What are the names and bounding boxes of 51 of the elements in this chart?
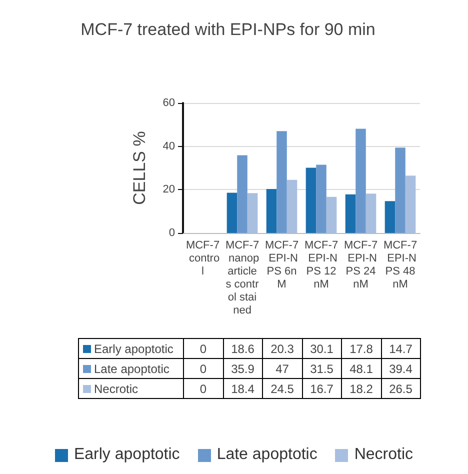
- data-label: 16.7: [302, 378, 342, 398]
- data-label: 48.1: [342, 358, 381, 378]
- y-tick-label: 40: [162, 140, 175, 152]
- bar: [247, 193, 258, 233]
- text: Necrotic: [354, 446, 414, 463]
- legend-label: Late apoptotic: [94, 362, 170, 376]
- data-label: 0: [184, 378, 223, 398]
- bar: [345, 194, 356, 233]
- data-label: 31.5: [302, 358, 342, 378]
- data-label: 14.7: [381, 338, 420, 358]
- chart-title: MCF-7 treated with EPI-NPs for 90 min: [80, 20, 376, 39]
- data-label: 24.5: [262, 378, 302, 398]
- bar: [237, 155, 248, 233]
- bar: [405, 176, 416, 233]
- data-label: 20.3: [262, 338, 302, 358]
- bar: [395, 148, 406, 233]
- text: Early apoptotic: [74, 446, 180, 463]
- bar: [326, 196, 337, 233]
- data-label: 18.6: [223, 338, 262, 358]
- legend-label: Necrotic: [94, 382, 138, 396]
- data-label: 35.9: [223, 358, 262, 378]
- data-label: 39.4: [381, 358, 420, 378]
- bar: [276, 131, 287, 233]
- y-axis-title: CELLS %: [130, 131, 149, 205]
- data-label: 30.1: [302, 338, 342, 358]
- y-tick-label: 60: [162, 97, 175, 109]
- data-label: 0: [184, 338, 223, 358]
- bar: [366, 194, 376, 233]
- x-tick-label: MCF-7 EPI-NPS 6nM: [264, 240, 299, 290]
- legend-label: Early apoptotic: [94, 342, 174, 356]
- bar: [384, 201, 396, 233]
- data-label: 18.2: [342, 378, 381, 398]
- data-label: 17.8: [342, 338, 381, 358]
- text: Late apoptotic: [216, 446, 318, 463]
- data-label: 47: [262, 358, 302, 378]
- data-label: 0: [184, 358, 223, 378]
- data-label: 18.4: [223, 378, 262, 398]
- x-tick-label: MCF-7 control: [186, 240, 220, 278]
- bar: [306, 168, 316, 233]
- y-tick-label: 20: [162, 184, 175, 196]
- x-tick-label: MCF-7 EPI-NPS 12nM: [304, 240, 338, 290]
- bar: [226, 192, 238, 233]
- bar: [356, 128, 366, 233]
- y-tick-label: 0: [168, 227, 175, 239]
- x-tick-label: MCF-7 nanoparticles control stained: [225, 240, 260, 316]
- bar: [286, 180, 298, 233]
- x-tick-label: MCF-7 EPI-NPS 24nM: [344, 240, 378, 290]
- x-tick-label: MCF-7 EPI-NPS 48nM: [383, 240, 418, 290]
- data-label: 26.5: [381, 378, 420, 398]
- bar: [316, 164, 326, 233]
- bar: [266, 189, 277, 233]
